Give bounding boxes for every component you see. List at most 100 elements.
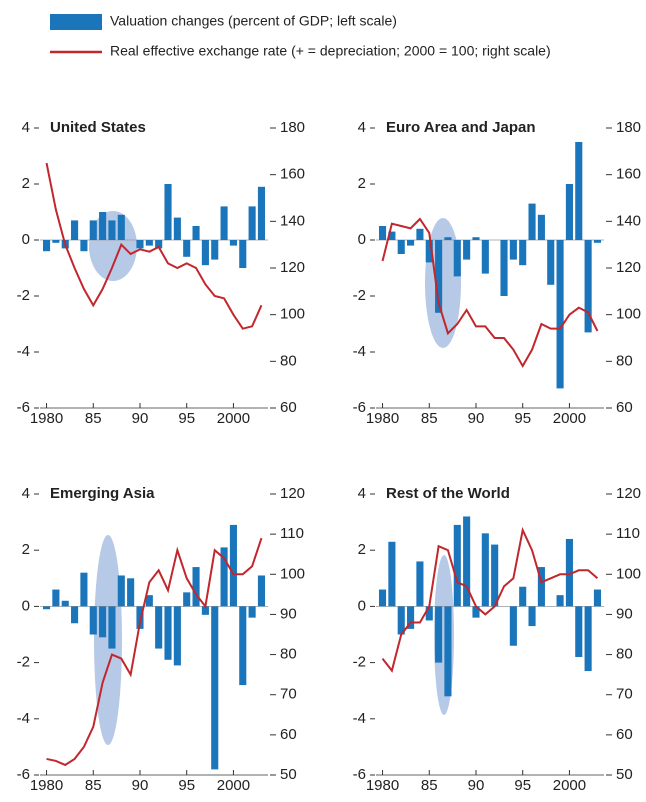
bar <box>257 575 266 607</box>
rate-line <box>45 162 263 330</box>
panel: Euro Area and Japan -6 -4 -2 0 2 4 60 80 100 120 14… <box>353 119 641 427</box>
panel: United States -6 -4 -2 0 2 4 60 80 100 120 140 160 18… <box>17 119 305 427</box>
y2-tick-label: 110 <box>616 525 640 542</box>
y2-tick-label: 60 <box>280 726 297 743</box>
y2-tick-label: 100 <box>616 306 641 323</box>
bar <box>239 240 247 268</box>
bar <box>220 206 228 240</box>
panel-title: Euro Area and Japan <box>386 119 536 136</box>
y-tick-label: -6 <box>17 399 30 416</box>
bar <box>257 186 266 240</box>
bar <box>416 228 424 240</box>
x-tick-label: 2000 <box>553 410 586 427</box>
y2-tick-label: 120 <box>280 485 305 502</box>
bar <box>211 606 219 770</box>
y2-tick-label: 90 <box>616 605 633 622</box>
bar <box>229 524 237 607</box>
y2-tick-label: 180 <box>280 119 305 136</box>
legend-label: Valuation changes (percent of GDP; left … <box>110 13 397 29</box>
bar <box>407 240 415 246</box>
bar <box>42 240 51 252</box>
y2-tick-label: 80 <box>616 646 633 663</box>
bar <box>416 561 424 607</box>
y-tick-label: -2 <box>17 654 30 671</box>
bar <box>425 606 433 621</box>
legend-swatch <box>50 14 102 30</box>
bar <box>537 567 545 607</box>
x-tick-label: 1980 <box>30 777 63 794</box>
bar <box>575 606 583 657</box>
bar <box>378 226 387 240</box>
bar <box>192 567 200 607</box>
y-tick-label: 0 <box>358 597 366 614</box>
x-tick-label: 85 <box>421 410 438 427</box>
bar <box>220 547 228 607</box>
bar <box>108 220 116 240</box>
bar <box>183 240 191 257</box>
bar <box>537 214 545 240</box>
x-tick-label: 95 <box>514 410 531 427</box>
y2-tick-label: 140 <box>616 212 641 229</box>
y-tick-label: 2 <box>22 541 30 558</box>
highlight <box>94 535 122 745</box>
bar <box>99 606 107 638</box>
y2-tick-label: 80 <box>616 352 633 369</box>
bar <box>453 240 461 277</box>
x-tick-label: 95 <box>178 410 195 427</box>
panel: Rest of the World -6 -4 -2 0 2 4 50 60 70 80 90 100 1… <box>353 485 641 794</box>
bar <box>575 142 583 240</box>
bar <box>425 240 433 263</box>
y-tick-label: 0 <box>22 597 30 614</box>
y-tick-label: 4 <box>22 485 30 502</box>
bar <box>239 606 247 686</box>
bar <box>565 538 573 607</box>
x-tick-label: 1980 <box>366 777 399 794</box>
bar <box>164 184 172 240</box>
y-tick-label: -4 <box>17 343 30 360</box>
bar <box>584 606 592 672</box>
panel-title: Emerging Asia <box>50 485 155 502</box>
y2-tick-label: 90 <box>280 605 297 622</box>
y2-tick-label: 50 <box>280 766 297 783</box>
bar <box>89 606 97 635</box>
bar <box>117 575 125 607</box>
y2-tick-label: 180 <box>616 119 641 136</box>
bar <box>407 606 415 629</box>
bar <box>584 240 592 333</box>
y-tick-label: -6 <box>17 766 30 783</box>
y2-tick-label: 100 <box>616 565 641 582</box>
bar <box>556 595 564 607</box>
bar <box>378 589 387 607</box>
y2-tick-label: 160 <box>280 166 305 183</box>
y-tick-label: 0 <box>358 231 366 248</box>
y2-tick-label: 60 <box>280 399 297 416</box>
bar <box>201 240 209 266</box>
y2-tick-label: 60 <box>616 726 633 743</box>
y2-tick-label: 70 <box>280 686 297 703</box>
y-tick-label: -6 <box>353 399 366 416</box>
bar <box>593 589 602 607</box>
bar <box>145 240 153 246</box>
bar <box>519 586 527 607</box>
bar <box>509 606 517 646</box>
bar <box>481 240 489 274</box>
bar <box>89 220 97 240</box>
x-tick-label: 1980 <box>366 410 399 427</box>
bar <box>145 595 153 607</box>
bar <box>155 240 163 249</box>
bar <box>136 606 144 629</box>
y2-tick-label: 80 <box>280 646 297 663</box>
bar <box>71 606 79 624</box>
bar <box>397 240 405 254</box>
y2-tick-label: 140 <box>280 212 305 229</box>
y-tick-label: -2 <box>353 287 366 304</box>
y2-tick-label: 70 <box>616 686 633 703</box>
y2-tick-label: 50 <box>616 766 633 783</box>
bar <box>388 541 396 607</box>
bar <box>183 592 191 607</box>
y2-tick-label: 120 <box>616 259 641 276</box>
bar <box>192 226 200 240</box>
y-tick-label: -6 <box>353 766 366 783</box>
bar <box>472 237 480 240</box>
bar <box>52 240 60 243</box>
